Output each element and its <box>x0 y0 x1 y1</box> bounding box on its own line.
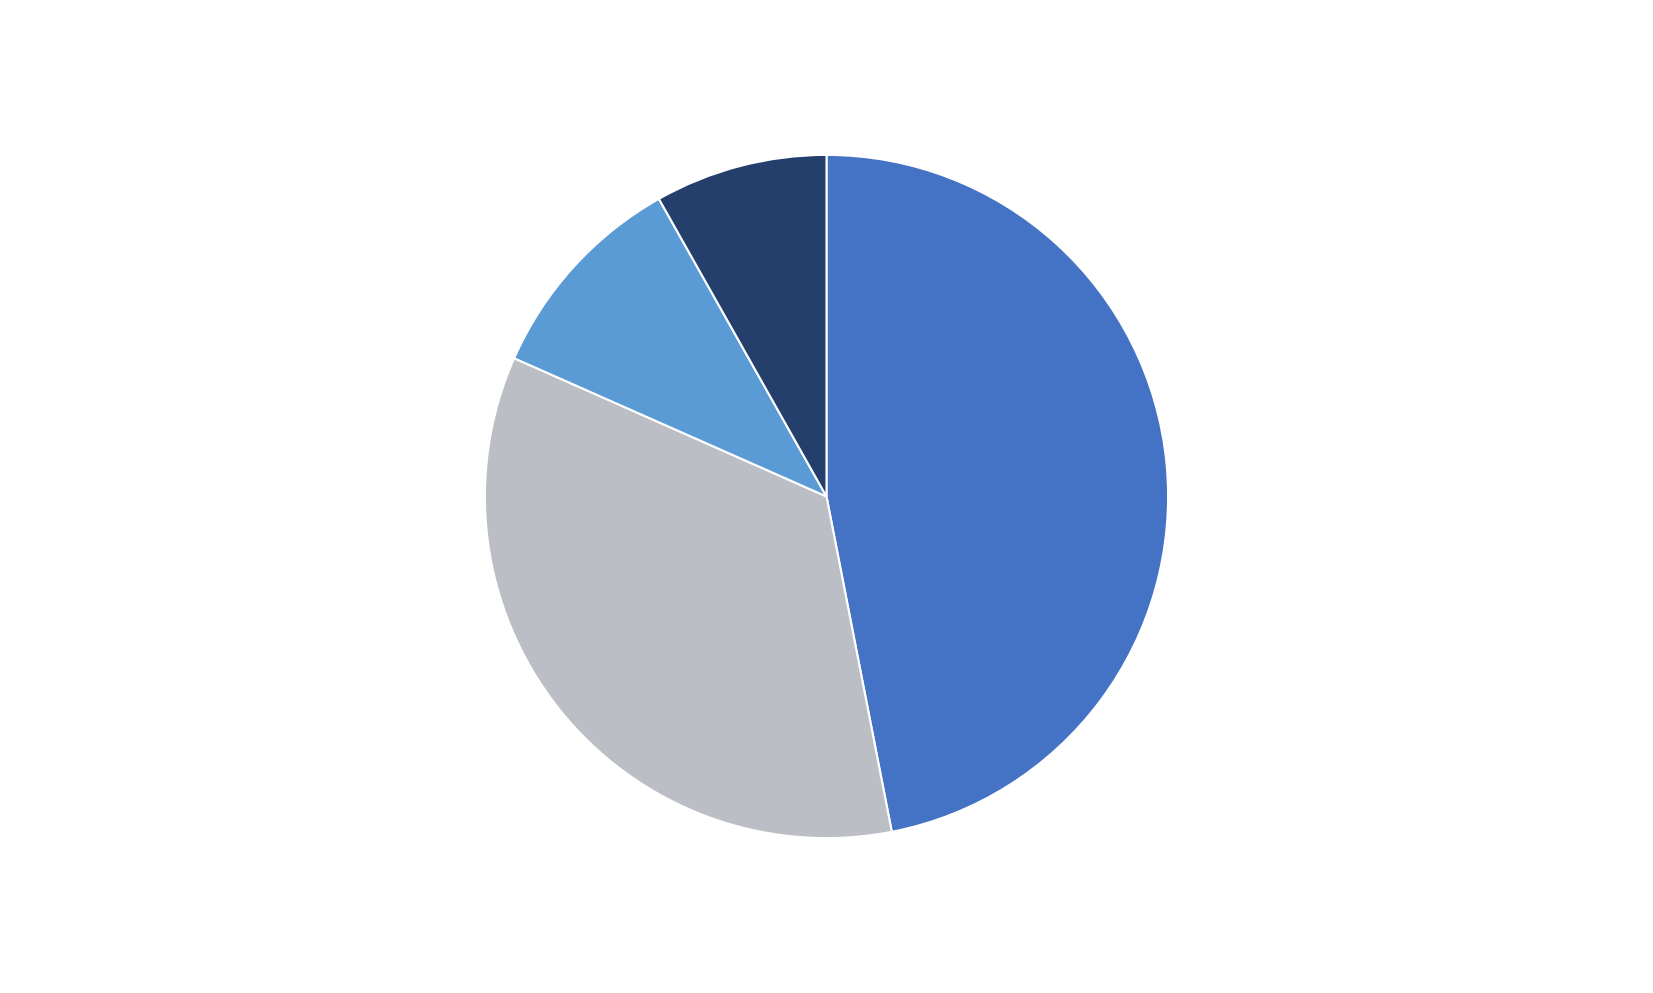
Wedge shape <box>484 358 893 838</box>
Wedge shape <box>514 199 826 496</box>
Wedge shape <box>660 155 826 496</box>
Wedge shape <box>826 155 1169 832</box>
